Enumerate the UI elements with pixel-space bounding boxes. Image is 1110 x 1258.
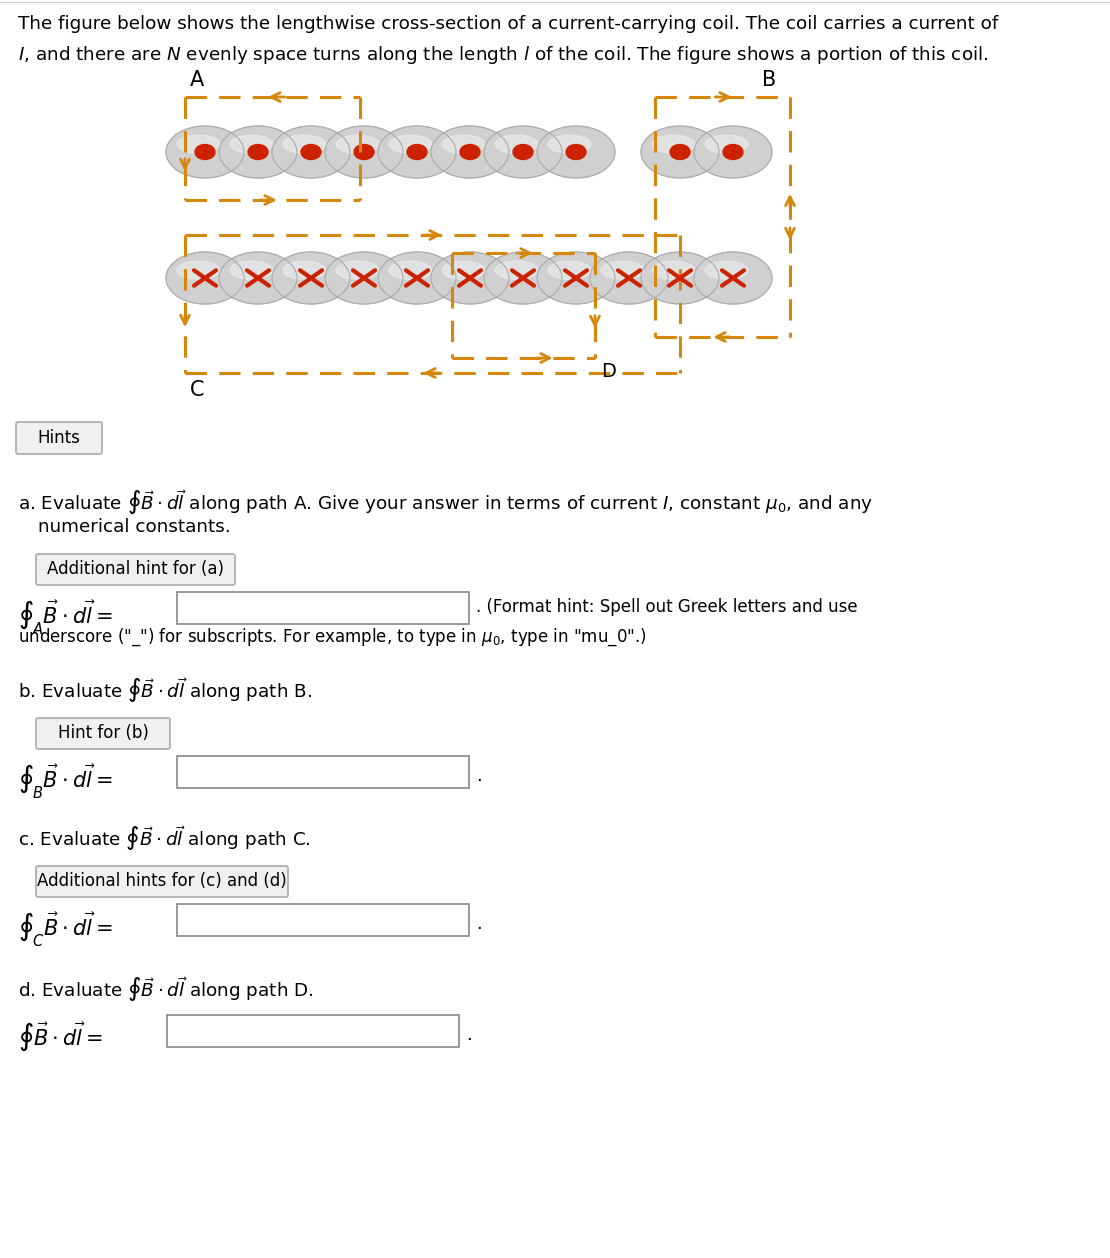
Ellipse shape [388,262,432,279]
Ellipse shape [219,126,297,177]
FancyBboxPatch shape [36,866,287,897]
Ellipse shape [388,135,432,153]
Ellipse shape [723,145,743,160]
Ellipse shape [537,252,615,304]
Text: The figure below shows the lengthwise cross-section of a current-carrying coil. : The figure below shows the lengthwise cr… [18,15,998,33]
Ellipse shape [566,145,586,160]
Ellipse shape [601,262,644,279]
Ellipse shape [705,262,748,279]
Ellipse shape [705,135,748,153]
Text: underscore ("_") for subscripts. For example, to type in $\mu_0$, type in "mu_0": underscore ("_") for subscripts. For exa… [18,626,647,648]
FancyBboxPatch shape [36,718,170,749]
Ellipse shape [272,252,350,304]
Ellipse shape [230,135,273,153]
Ellipse shape [548,135,591,153]
Text: $I$, and there are $N$ evenly space turns along the length $l$ of the coil. The : $I$, and there are $N$ evenly space turn… [18,44,988,65]
Text: $\oint_B \vec{B}\cdot d\vec{l}=$: $\oint_B \vec{B}\cdot d\vec{l}=$ [18,762,112,801]
Ellipse shape [484,126,562,177]
FancyBboxPatch shape [36,554,235,585]
Ellipse shape [513,145,533,160]
Ellipse shape [283,262,326,279]
Text: $\oint_A \vec{B}\cdot d\vec{l}=$: $\oint_A \vec{B}\cdot d\vec{l}=$ [18,598,112,637]
Text: B: B [761,70,776,91]
Ellipse shape [442,262,485,279]
Ellipse shape [166,252,244,304]
Text: A: A [190,70,204,91]
Ellipse shape [379,126,456,177]
Ellipse shape [640,126,719,177]
Ellipse shape [325,252,403,304]
Text: .: . [476,915,482,933]
Text: numerical constants.: numerical constants. [38,518,231,536]
Ellipse shape [460,145,480,160]
Text: b. Evaluate $\oint\vec{B}\cdot d\vec{l}$ along path B.: b. Evaluate $\oint\vec{B}\cdot d\vec{l}$… [18,676,312,704]
Ellipse shape [230,262,273,279]
Ellipse shape [336,262,379,279]
Ellipse shape [652,135,695,153]
Ellipse shape [548,262,591,279]
Text: .: . [476,767,482,785]
Text: . (Format hint: Spell out Greek letters and use: . (Format hint: Spell out Greek letters … [476,598,858,616]
Ellipse shape [336,135,379,153]
Text: $\oint_C \vec{B}\cdot d\vec{l}=$: $\oint_C \vec{B}\cdot d\vec{l}=$ [18,910,113,949]
Ellipse shape [694,126,771,177]
Ellipse shape [694,252,771,304]
Text: Additional hints for (c) and (d): Additional hints for (c) and (d) [37,873,286,891]
Ellipse shape [670,145,690,160]
Ellipse shape [431,252,509,304]
Ellipse shape [640,252,719,304]
FancyBboxPatch shape [16,421,102,454]
Ellipse shape [272,126,350,177]
FancyBboxPatch shape [166,1015,460,1047]
Ellipse shape [442,135,485,153]
Text: Additional hint for (a): Additional hint for (a) [47,561,224,579]
Ellipse shape [407,145,427,160]
Ellipse shape [495,262,538,279]
Text: .: . [466,1027,472,1044]
Ellipse shape [283,135,326,153]
Text: $\oint \vec{B}\cdot d\vec{l}=$: $\oint \vec{B}\cdot d\vec{l}=$ [18,1021,103,1053]
Ellipse shape [652,262,695,279]
Ellipse shape [219,252,297,304]
FancyBboxPatch shape [176,756,470,788]
Ellipse shape [178,262,220,279]
Ellipse shape [354,145,374,160]
Ellipse shape [591,252,668,304]
Ellipse shape [248,145,268,160]
Ellipse shape [178,135,220,153]
FancyBboxPatch shape [176,593,470,624]
Ellipse shape [537,126,615,177]
Ellipse shape [195,145,215,160]
FancyBboxPatch shape [176,905,470,936]
Text: C: C [190,380,204,400]
Text: Hint for (b): Hint for (b) [58,725,149,742]
Ellipse shape [431,126,509,177]
Ellipse shape [495,135,538,153]
Text: a. Evaluate $\oint\vec{B}\cdot d\vec{l}$ along path A. Give your answer in terms: a. Evaluate $\oint\vec{B}\cdot d\vec{l}$… [18,488,874,517]
Ellipse shape [325,126,403,177]
Text: D: D [601,362,616,381]
Text: c. Evaluate $\oint\vec{B}\cdot d\vec{l}$ along path C.: c. Evaluate $\oint\vec{B}\cdot d\vec{l}$… [18,824,311,853]
Ellipse shape [301,145,321,160]
Ellipse shape [379,252,456,304]
Ellipse shape [484,252,562,304]
Ellipse shape [166,126,244,177]
Text: d. Evaluate $\oint\vec{B}\cdot d\vec{l}$ along path D.: d. Evaluate $\oint\vec{B}\cdot d\vec{l}$… [18,975,314,1004]
Text: Hints: Hints [38,429,80,447]
